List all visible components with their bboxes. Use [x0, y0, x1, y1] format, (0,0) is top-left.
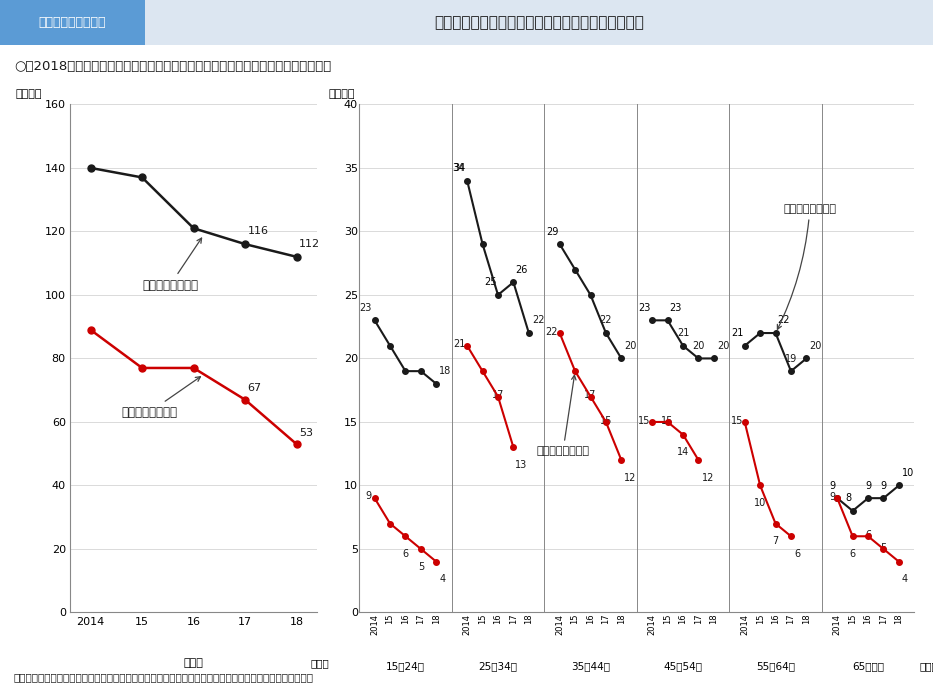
Text: 9: 9 [865, 480, 871, 491]
Text: 失業期間１年以上: 失業期間１年以上 [121, 377, 201, 418]
Text: 14: 14 [677, 448, 689, 457]
Text: 失業期間１年以上: 失業期間１年以上 [536, 375, 590, 456]
Text: 5: 5 [418, 562, 424, 571]
Text: 17: 17 [584, 390, 597, 400]
Text: 4: 4 [902, 574, 908, 585]
Text: 53: 53 [299, 428, 313, 438]
Text: 65歳以上: 65歳以上 [852, 661, 884, 671]
Text: 20: 20 [810, 341, 822, 351]
Text: 年齢計: 年齢計 [184, 658, 203, 668]
Bar [0, 0, 145, 45]
Text: 15: 15 [600, 416, 612, 425]
Text: 15: 15 [638, 416, 650, 425]
Text: 55～64歳: 55～64歳 [756, 661, 795, 671]
Text: 45～54歳: 45～54歳 [663, 661, 703, 671]
Text: 15: 15 [731, 416, 744, 425]
Text: 22: 22 [532, 315, 545, 326]
Text: 6: 6 [850, 549, 856, 559]
Text: 67: 67 [247, 383, 262, 393]
Text: 21: 21 [453, 340, 466, 349]
Text: 6: 6 [794, 549, 801, 559]
Text: 19: 19 [785, 354, 797, 363]
Text: （万人）: （万人） [328, 89, 355, 100]
Bar [145, 0, 933, 45]
Text: 25: 25 [484, 277, 496, 287]
Text: 12: 12 [624, 473, 637, 483]
Text: 23: 23 [359, 303, 371, 313]
Text: 22: 22 [546, 326, 558, 337]
Text: 23: 23 [638, 303, 650, 313]
Text: 10: 10 [754, 498, 766, 508]
Text: 9: 9 [829, 480, 836, 491]
Text: 35～44歳: 35～44歳 [571, 661, 610, 671]
Text: 17: 17 [492, 390, 504, 400]
Text: 26: 26 [515, 264, 527, 275]
Text: 9: 9 [881, 480, 886, 491]
Text: 失業期間１年未満: 失業期間１年未満 [777, 205, 836, 329]
Text: 22: 22 [777, 315, 789, 326]
Text: 20: 20 [692, 341, 704, 351]
Text: ○　2018年の失業期間１年以上の長期失業者数は、すべての年齢階級で減少した。: ○ 2018年の失業期間１年以上の長期失業者数は、すべての年齢階級で減少した。 [14, 60, 331, 72]
Text: 22: 22 [600, 315, 612, 326]
Text: （年）: （年） [920, 661, 933, 671]
Text: 18: 18 [439, 366, 452, 377]
Text: 21: 21 [731, 328, 744, 338]
Text: 5: 5 [881, 543, 886, 553]
Text: 年齢階級別・失業期間別にみた完全失業者数の推移: 年齢階級別・失業期間別にみた完全失業者数の推移 [435, 15, 644, 30]
Text: 116: 116 [247, 226, 269, 236]
Text: 6: 6 [402, 549, 409, 559]
Text: 6: 6 [865, 530, 871, 540]
Text: 34: 34 [453, 163, 466, 173]
Text: 9: 9 [366, 491, 371, 500]
Text: 15: 15 [661, 416, 674, 425]
Text: 20: 20 [624, 341, 637, 351]
Text: 29: 29 [546, 226, 558, 237]
Text: 15～24歳: 15～24歳 [386, 661, 425, 671]
Text: 13: 13 [515, 460, 527, 470]
Text: 失業期間１年未満: 失業期間１年未満 [142, 238, 202, 292]
Text: 第１－（２）－４図: 第１－（２）－４図 [38, 16, 105, 29]
Text: （年）: （年） [311, 658, 329, 668]
Text: 資料出所　総務省統計局「労働力調査（詳細集計）」をもとに厚生労働省政策統括官付政策統括室にて作成: 資料出所 総務省統計局「労働力調査（詳細集計）」をもとに厚生労働省政策統括官付政… [14, 672, 314, 682]
Text: 12: 12 [702, 473, 714, 483]
Text: 21: 21 [676, 328, 689, 338]
Text: 34: 34 [452, 163, 464, 173]
Text: 9: 9 [829, 492, 836, 502]
Text: 23: 23 [669, 303, 681, 313]
Text: 112: 112 [299, 239, 320, 249]
Text: 4: 4 [439, 574, 446, 585]
Text: 7: 7 [773, 536, 779, 546]
Text: 8: 8 [845, 493, 851, 503]
Text: （万人）: （万人） [16, 89, 42, 100]
Text: 20: 20 [717, 341, 730, 351]
Text: 10: 10 [902, 468, 914, 478]
Text: 25～34歳: 25～34歳 [479, 661, 518, 671]
